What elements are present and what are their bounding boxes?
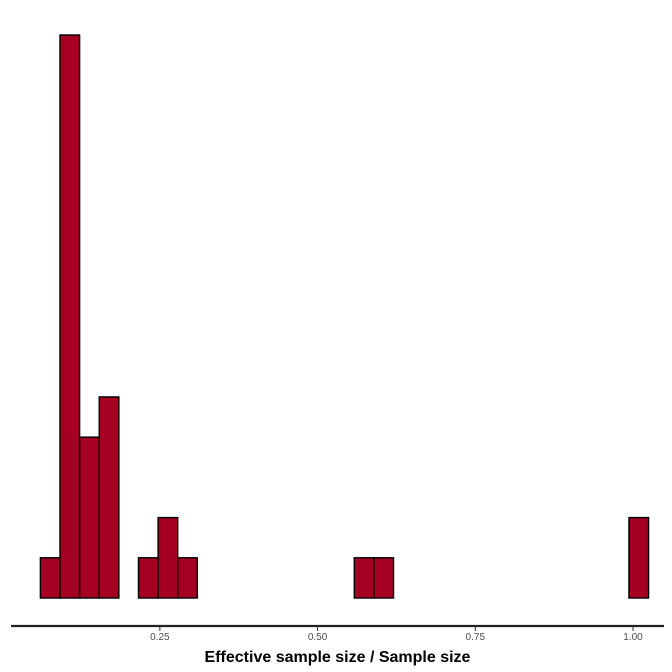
histogram-bar: [39, 557, 61, 599]
x-ticks-group: 0.25 0.50 0.75 1.00: [150, 627, 643, 643]
x-tick-label: 0.50: [308, 632, 328, 643]
x-tick-label: 0.75: [466, 632, 486, 643]
histogram-bar: [157, 516, 179, 599]
histogram-bar: [628, 516, 650, 599]
x-axis-title: Effective sample size / Sample size: [205, 649, 471, 666]
x-tick-label: 1.00: [623, 632, 643, 643]
histogram-bar: [59, 34, 81, 599]
histogram-bar: [373, 557, 395, 599]
x-tick-label: 0.25: [150, 632, 170, 643]
histogram-bar: [353, 557, 375, 599]
histogram-bar: [137, 557, 159, 599]
histogram-bar: [78, 436, 100, 599]
histogram-bar: [177, 557, 199, 599]
histogram-bar: [98, 396, 120, 599]
bars-group: [39, 34, 650, 599]
